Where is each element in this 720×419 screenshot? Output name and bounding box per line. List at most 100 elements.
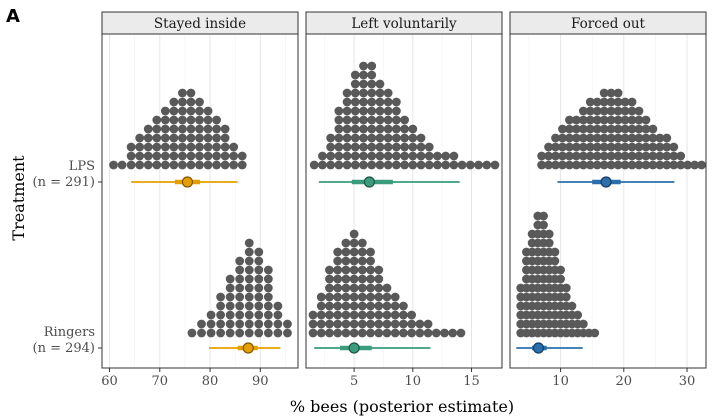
quantile-dot [606, 97, 616, 107]
quantile-dot [349, 274, 359, 284]
quantile-dot [400, 160, 409, 170]
quantile-dot [186, 151, 196, 161]
quantile-dot [206, 328, 216, 338]
quantile-dot [382, 292, 392, 302]
quantile-dot [357, 328, 367, 338]
quantile-dot [606, 124, 616, 134]
quantile-dot [349, 301, 359, 311]
quantile-dot [254, 265, 264, 275]
quantile-dot [585, 97, 595, 107]
quantile-dot [244, 292, 254, 302]
quantile-dot [357, 256, 367, 266]
quantile-dot [244, 247, 254, 257]
quantile-dot [342, 142, 352, 152]
quantile-dot [551, 142, 560, 152]
quantile-dot [263, 292, 273, 302]
quantile-dot [424, 151, 434, 161]
quantile-dot [669, 142, 679, 152]
quantile-dot [391, 97, 401, 107]
quantile-dot [225, 319, 235, 329]
quantile-dot [334, 160, 344, 170]
quantile-dot [325, 301, 334, 311]
quantile-dot [407, 328, 417, 338]
quantile-dot [203, 106, 213, 116]
quantile-dot [254, 256, 264, 266]
quantile-dot [375, 133, 385, 143]
quantile-dot [390, 310, 400, 320]
x-tick-label: 10 [405, 374, 422, 389]
facet-panel: Stayed inside 60 70 80 90 [101, 11, 299, 389]
quantile-dot [225, 274, 235, 284]
quantile-dot [544, 238, 554, 248]
quantile-dot [359, 61, 368, 71]
quantile-dot [186, 97, 196, 107]
quantile-dot [244, 319, 254, 329]
quantile-dot [220, 124, 230, 134]
quantile-dot [334, 133, 344, 143]
quantile-dot [571, 133, 581, 143]
quantile-dot [606, 151, 616, 161]
quantile-dot [334, 142, 344, 152]
quantile-dot [374, 319, 384, 329]
quantile-dot [359, 97, 368, 107]
quantile-dot [350, 79, 360, 89]
quantile-dot [169, 151, 179, 161]
quantile-dot [235, 274, 245, 284]
point-estimate [181, 176, 194, 188]
quantile-dot [441, 151, 451, 161]
quantile-dot [367, 79, 377, 89]
x-tick-label: 90 [252, 374, 269, 389]
quantile-dot [627, 142, 637, 152]
quantile-dot [216, 301, 226, 311]
quantile-dot [590, 328, 600, 338]
quantile-dot [391, 142, 401, 152]
quantile-dot [225, 292, 235, 302]
quantile-dot [135, 160, 145, 170]
quantile-dot [216, 310, 226, 320]
facet-panel: Left voluntarily 5 10 15 [305, 11, 503, 389]
quantile-dot [350, 70, 360, 80]
quantile-dot [374, 274, 384, 284]
quantile-dot [333, 328, 343, 338]
quantile-dot [195, 151, 204, 161]
quantile-dot [283, 328, 292, 338]
quantile-dot [342, 106, 352, 116]
quantile-dot [220, 142, 230, 152]
quantile-dot [382, 301, 392, 311]
quantile-dot [235, 319, 245, 329]
quantile-dot [333, 292, 343, 302]
quantile-dot [641, 133, 651, 143]
quantile-dot [634, 115, 644, 125]
quantile-dot [160, 133, 170, 143]
quantile-dot [565, 160, 574, 170]
quantile-dot [433, 160, 442, 170]
quantile-dot [424, 160, 434, 170]
quantile-dot [565, 142, 574, 152]
quantile-dot [565, 151, 574, 161]
quantile-dot [195, 115, 204, 125]
quantile-dot [655, 142, 665, 152]
quantile-dot [325, 328, 334, 338]
quantile-dot [350, 88, 360, 98]
quantile-dot [565, 124, 574, 134]
quantile-dot [613, 151, 623, 161]
quantile-dot [407, 319, 417, 329]
quantile-dot [662, 142, 672, 152]
quantile-dot [342, 124, 352, 134]
quantile-dot [620, 133, 630, 143]
y-category-label-line1: Ringers [44, 325, 95, 340]
quantile-dot [676, 151, 686, 161]
quantile-dot [235, 310, 245, 320]
quantile-dot [544, 151, 553, 161]
quantile-dot [592, 97, 602, 107]
quantile-dot [220, 160, 230, 170]
quantile-dot [366, 301, 375, 311]
quantile-dot [333, 247, 343, 257]
quantile-dot [216, 292, 226, 302]
quantile-dot [143, 151, 153, 161]
quantile-dot [585, 133, 595, 143]
quantile-dot [334, 151, 344, 161]
quantile-dot [551, 160, 560, 170]
quantile-dot [571, 160, 581, 170]
quantile-dot [273, 328, 283, 338]
